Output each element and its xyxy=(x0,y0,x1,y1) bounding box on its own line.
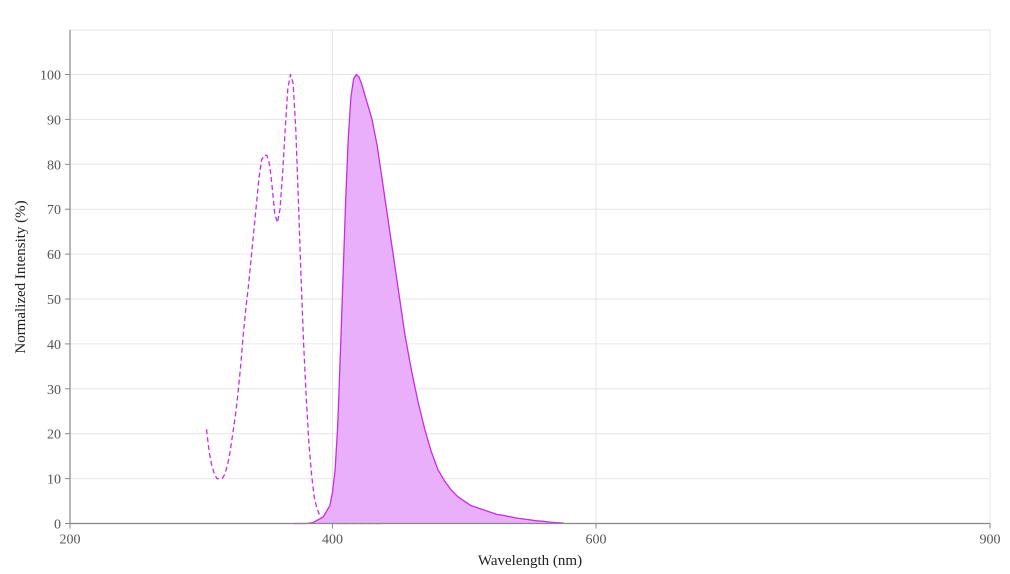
series-layer xyxy=(205,73,564,525)
y-tick-label: 50 xyxy=(47,293,61,308)
y-tick-label: 30 xyxy=(47,383,61,398)
gridlines xyxy=(70,29,991,524)
y-axis-title: Normalized Intensity (%) xyxy=(13,200,29,353)
y-tick-label: 70 xyxy=(47,203,61,218)
x-tick-label: 900 xyxy=(980,533,1001,548)
tick-labels: 0 10 20 30 40 50 60 70 80 90 100 200 400 600 900 xyxy=(40,69,1001,548)
x-axis-title: Wavelength (nm) xyxy=(478,553,582,569)
axes xyxy=(69,30,990,525)
y-tick-label: 100 xyxy=(40,69,61,84)
emission-area xyxy=(293,74,564,524)
y-tick-label: 90 xyxy=(47,113,61,128)
y-tick-label: 40 xyxy=(47,338,61,353)
x-tick-label: 200 xyxy=(60,533,81,548)
y-tick-label: 20 xyxy=(47,428,61,443)
y-tick-label: 80 xyxy=(47,158,61,173)
y-tick-label: 10 xyxy=(47,473,61,488)
y-tick-label: 0 xyxy=(54,518,61,533)
x-tick-label: 600 xyxy=(586,533,607,548)
excitation-line xyxy=(205,73,380,525)
emission-line xyxy=(293,73,564,525)
x-tick-label: 400 xyxy=(322,533,343,548)
y-tick-label: 60 xyxy=(47,248,61,263)
